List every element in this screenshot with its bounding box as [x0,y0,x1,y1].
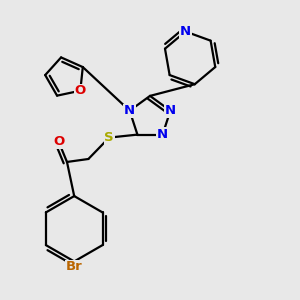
Text: S: S [104,131,114,144]
Text: N: N [180,25,191,38]
Text: Br: Br [66,260,83,273]
Text: O: O [53,135,64,148]
Text: N: N [157,128,168,141]
Text: O: O [75,84,86,97]
Text: N: N [124,104,135,117]
Text: N: N [165,104,176,117]
